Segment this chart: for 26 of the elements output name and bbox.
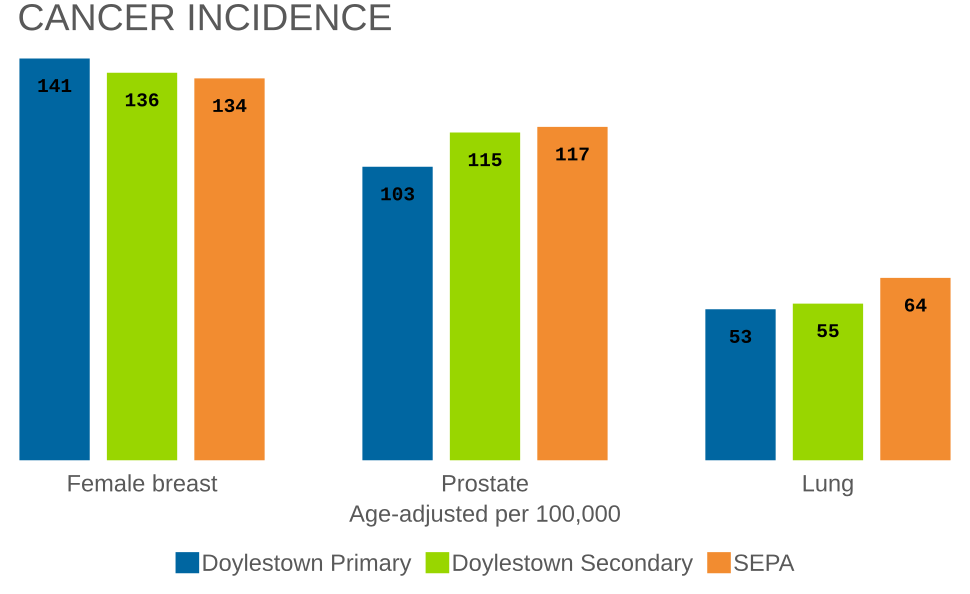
- bar: [880, 278, 951, 460]
- x-tick-label: Lung: [804, 475, 853, 496]
- bar: [106, 72, 178, 460]
- bar: [194, 78, 265, 460]
- data-label: 55: [817, 324, 839, 338]
- bar: [537, 126, 608, 460]
- bar: [792, 304, 864, 460]
- legend-label: Doylestown Primary: [203, 554, 412, 576]
- bar: [705, 309, 776, 460]
- x-axis-title: Age-adjusted per 100,000: [349, 504, 620, 527]
- bar: [362, 166, 433, 460]
- data-label: 117: [556, 148, 589, 160]
- data-label: 141: [38, 79, 72, 92]
- bar: [19, 58, 90, 460]
- x-tick-label: Prostate: [442, 475, 528, 492]
- data-label: 103: [381, 187, 414, 201]
- legend-label: Doylestown Secondary: [454, 554, 694, 576]
- legend-label: SEPA: [734, 554, 794, 572]
- data-label: 53: [730, 330, 752, 344]
- chart-title: CANCER INCIDENCE: [19, 4, 391, 31]
- data-label: 64: [904, 298, 927, 312]
- data-label: 136: [126, 93, 158, 106]
- data-label: 134: [213, 98, 246, 112]
- data-label: 115: [468, 153, 502, 166]
- x-tick-label: Female breast: [68, 474, 218, 492]
- bar: [450, 132, 520, 460]
